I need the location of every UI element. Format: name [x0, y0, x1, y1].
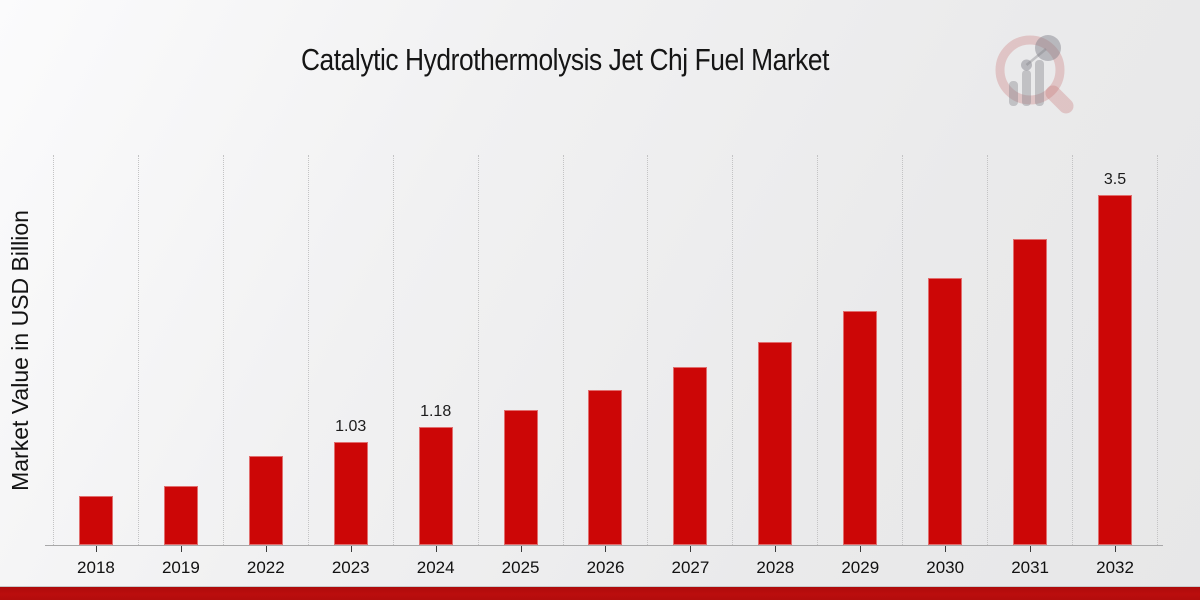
x-tick-label: 2028 [756, 558, 795, 577]
footer-red-strip [0, 587, 1200, 600]
x-axis-tick [95, 546, 97, 552]
chart-title: Catalytic Hydrothermolysis Jet Chj Fuel … [300, 42, 830, 77]
chart-category-cell: 2019 [137, 155, 223, 577]
chart-category-cell: 2028 [732, 155, 817, 577]
x-axis-tick [435, 546, 437, 552]
x-axis-tick [860, 546, 862, 552]
x-tick-label: 2022 [246, 558, 285, 577]
chart-category-cell: 1.03 2023 [307, 155, 393, 577]
x-tick-label: 2027 [671, 558, 710, 577]
bar-2026 [588, 390, 623, 545]
x-tick-label: 2032 [1096, 558, 1134, 577]
bar-2031 [1013, 239, 1048, 545]
x-axis-tick [945, 546, 947, 552]
x-axis-tick [265, 546, 267, 552]
bar-2029 [843, 311, 878, 545]
x-tick-label: 2018 [77, 558, 115, 577]
footer-divider [0, 586, 1200, 587]
magnifier-growth-chart-icon [995, 35, 1074, 114]
x-tick-label: 2031 [1011, 558, 1050, 577]
plot-area: 2018 2019 2022 1.03 2023 1.18 2024 2025 2026 2027… [53, 155, 1158, 577]
x-axis-tick [775, 546, 777, 552]
x-axis-tick [605, 546, 607, 552]
bar-2025 [503, 410, 538, 545]
bar-2018 [78, 496, 113, 545]
y-axis-title: Market Value in USD Billion [6, 209, 33, 491]
x-axis-line [45, 545, 1163, 546]
chart-category-cell: 2030 [902, 155, 987, 577]
chart-category-cell: 2026 [562, 155, 648, 577]
x-axis-tick [350, 546, 352, 552]
x-tick-label: 2019 [161, 558, 200, 577]
x-tick-label: 2029 [841, 558, 880, 577]
chart-category-cell: 2022 [222, 155, 308, 577]
bar-2019 [163, 486, 198, 545]
chart-category-cell: 2027 [647, 155, 732, 577]
bar-2022 [248, 456, 283, 545]
x-axis-tick [180, 546, 182, 552]
bar-value-label: 3.5 [1103, 171, 1127, 188]
chart-category-cell: 2031 [987, 155, 1072, 577]
y-axis-title-box: Market Value in USD Billion [0, 155, 40, 545]
x-tick-label: 2026 [586, 558, 625, 577]
x-axis-tick [1030, 546, 1032, 552]
bar-2024 [418, 427, 453, 545]
x-axis-tick [690, 546, 692, 552]
x-tick-label: 2025 [501, 558, 540, 577]
bar-value-label: 1.18 [420, 403, 452, 420]
x-axis-tick [520, 546, 522, 552]
bar-2023 [333, 442, 368, 545]
bar-2032 [1098, 195, 1133, 545]
x-tick-label: 2023 [331, 558, 370, 577]
bar-value-label: 1.03 [335, 418, 367, 435]
chart-category-cell: 1.18 2024 [392, 155, 478, 577]
x-tick-label: 2024 [416, 558, 455, 577]
chart-category-cell: 2025 [477, 155, 563, 577]
bar-2030 [928, 278, 963, 545]
x-tick-label: 2030 [926, 558, 965, 577]
bar-2028 [758, 342, 793, 545]
x-axis-tick [1115, 546, 1117, 552]
brand-logo [986, 20, 1082, 116]
chart-category-cell: 3.5 2032 [1072, 155, 1158, 577]
chart-category-cell: 2018 [53, 155, 138, 577]
chart-category-cell: 2029 [817, 155, 902, 577]
bar-2027 [673, 367, 708, 545]
